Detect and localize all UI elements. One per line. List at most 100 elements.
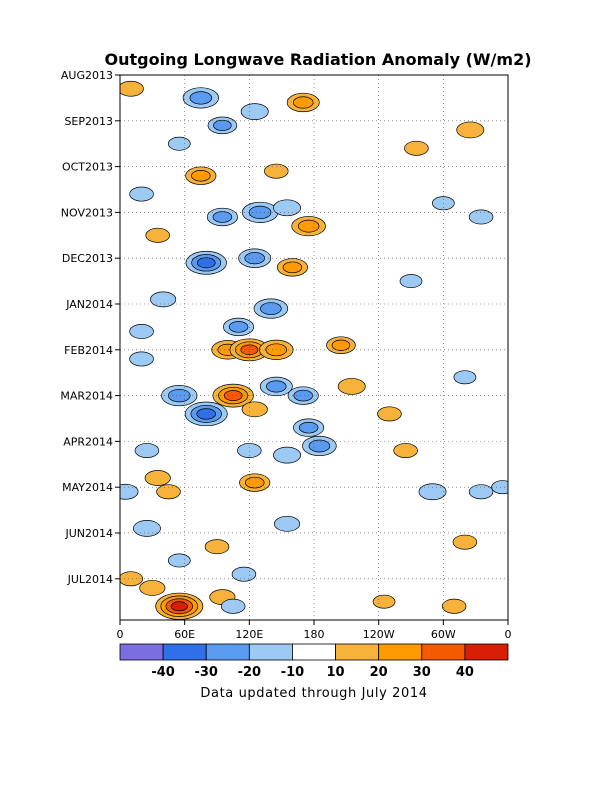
anomaly-cell-21	[399, 274, 423, 289]
anomaly-cell-64	[372, 594, 396, 609]
colorbar-label-7: 40	[456, 665, 474, 680]
anomaly-cell-31	[129, 351, 154, 367]
colorbar-label-2: -20	[238, 665, 262, 680]
anomaly-cell-13	[273, 199, 302, 217]
anomaly-cell-52	[491, 480, 508, 495]
anomaly-contour	[393, 443, 418, 458]
y-tick-label-mar2014: MAR2014	[60, 390, 113, 403]
x-axis: 0 60E 120E 180 120W 60W 0	[117, 620, 512, 641]
anomaly-cell-51	[468, 484, 494, 500]
chart-title: Outgoing Longwave Radiation Anomaly (W/m…	[104, 50, 531, 69]
anomaly-cell-46	[144, 470, 171, 486]
anomaly-cell-40	[377, 406, 402, 422]
anomaly-contour	[212, 211, 233, 223]
anomaly-contour	[196, 257, 216, 269]
anomaly-cell-2	[240, 103, 269, 120]
anomaly-cell-14	[291, 216, 326, 237]
y-tick-label-jun2014: JUN2014	[64, 527, 113, 540]
anomaly-contour	[139, 580, 166, 596]
anomaly-contour	[264, 163, 289, 179]
anomaly-contour	[274, 515, 301, 532]
anomaly-contour	[120, 483, 139, 500]
anomaly-contour	[468, 209, 494, 225]
anomaly-cell-16	[468, 209, 494, 225]
anomaly-contour	[282, 261, 303, 274]
anomaly-cell-50	[418, 483, 447, 501]
anomaly-contour	[150, 291, 177, 308]
colorbar: -40 -30 -20 -10 10 20 30 40	[119, 643, 509, 680]
anomaly-cell-9	[185, 166, 217, 185]
anomaly-cell-54	[274, 515, 301, 532]
colorbar-label-3: -10	[281, 665, 305, 680]
anomaly-cell-28	[229, 338, 270, 362]
anomaly-cell-36	[287, 386, 319, 405]
anomaly-cell-41	[302, 435, 337, 457]
x-tick-label-4: 120W	[363, 628, 395, 641]
anomaly-cell-56	[204, 539, 230, 555]
anomaly-cell-43	[134, 443, 160, 458]
anomaly-contour	[452, 534, 478, 550]
anomaly-contour	[273, 199, 302, 217]
colorbar-swatch-2	[205, 643, 250, 661]
anomaly-contour	[331, 339, 351, 351]
anomaly-contour	[167, 136, 191, 151]
anomaly-contour	[168, 388, 191, 403]
anomaly-contour	[337, 378, 366, 395]
y-tick-label-jan2014: JAN2014	[65, 298, 113, 311]
anomaly-cell-53	[132, 520, 161, 537]
anomaly-contour	[120, 571, 144, 587]
anomaly-cell-47	[239, 473, 271, 492]
y-tick-label-apr2014: APR2014	[63, 435, 113, 448]
y-tick-label-dec2013: DEC2013	[62, 252, 113, 265]
anomaly-contour	[129, 351, 154, 367]
grid-lines	[120, 75, 508, 620]
x-tick-label-1: 60E	[174, 628, 195, 641]
anomaly-contour	[145, 227, 170, 243]
anomaly-contour	[418, 483, 447, 501]
y-axis: AUG2013 SEP2013 OCT2013 NOV2013 DEC2013 JAN20…	[60, 69, 120, 586]
anomaly-cell-63	[220, 598, 246, 614]
anomaly-cell-60	[120, 571, 144, 587]
anomaly-cell-1	[182, 87, 219, 109]
anomaly-contour	[441, 598, 467, 614]
anomaly-contour	[191, 170, 211, 182]
colorbar-swatch-3	[248, 643, 293, 661]
heatmap-field	[120, 80, 508, 620]
anomaly-cell-6	[456, 121, 485, 139]
anomaly-contour	[156, 484, 181, 500]
anomaly-cell-22	[150, 291, 177, 308]
y-tick-label-aug2013: AUG2013	[61, 69, 113, 82]
anomaly-cell-19	[238, 248, 272, 268]
anomaly-contour	[298, 421, 319, 434]
colorbar-label-6: 30	[413, 665, 431, 680]
anomaly-cell-35	[259, 376, 293, 397]
colorbar-swatch-0	[119, 643, 164, 661]
anomaly-cell-7	[404, 140, 429, 156]
colorbar-swatch-7	[421, 643, 466, 661]
anomaly-contour	[266, 380, 287, 393]
anomaly-contour	[292, 96, 314, 109]
anomaly-cell-17	[145, 227, 170, 243]
anomaly-contour	[468, 484, 494, 500]
anomaly-cell-55	[452, 534, 478, 550]
colorbar-swatch-6	[378, 643, 423, 661]
anomaly-contour	[244, 252, 265, 265]
anomaly-cell-26	[129, 324, 154, 339]
anomaly-contour	[189, 91, 213, 105]
anomaly-contour	[213, 119, 232, 131]
anomaly-contour	[196, 408, 216, 420]
anomaly-cell-3	[286, 92, 320, 113]
y-tick-label-oct2013: OCT2013	[62, 161, 113, 174]
anomaly-contour	[120, 80, 144, 97]
anomaly-cell-59	[139, 580, 166, 596]
x-tick-label-6: 0	[505, 628, 512, 641]
anomaly-contour	[297, 219, 320, 233]
x-tick-label-3: 180	[304, 628, 325, 641]
y-tick-label-may2014: MAY2014	[62, 481, 113, 494]
anomaly-contour	[491, 480, 508, 495]
anomaly-contour	[231, 566, 257, 582]
anomaly-contour	[244, 476, 265, 489]
x-tick-label-5: 60W	[431, 628, 456, 641]
anomaly-cell-49	[120, 483, 139, 500]
